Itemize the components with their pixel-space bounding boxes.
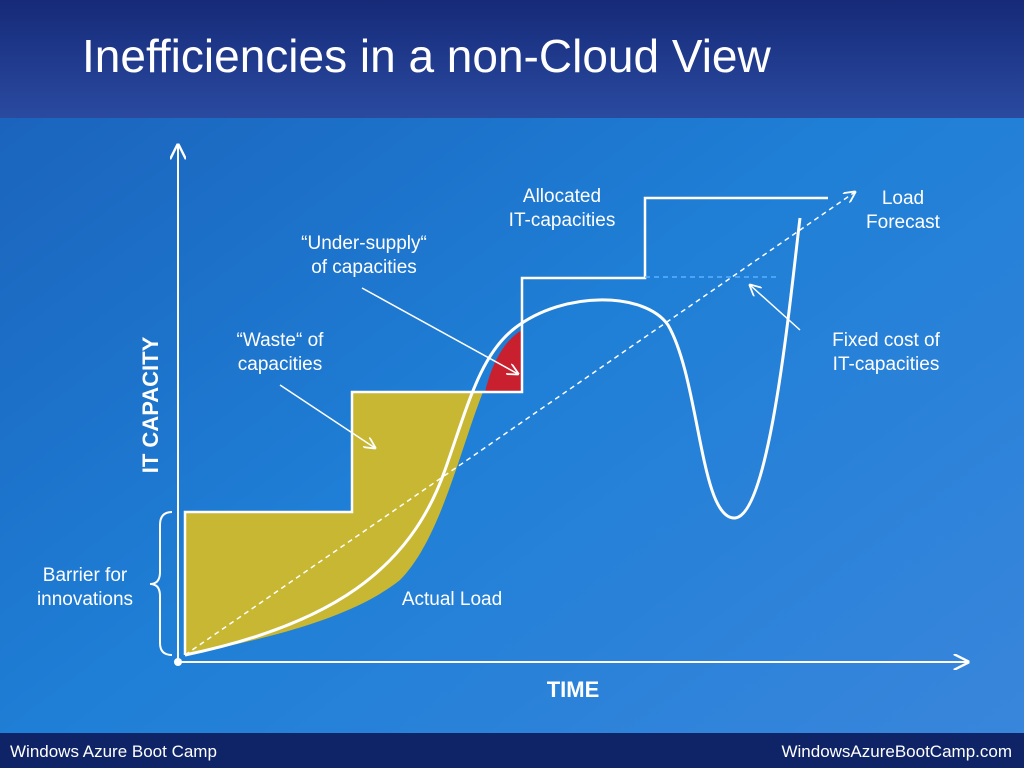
y-axis-label: IT CAPACITY — [138, 336, 163, 473]
annotation: “Under-supply“ — [301, 233, 427, 254]
pointer — [750, 285, 801, 331]
annotation: Allocated — [523, 186, 601, 207]
title: Inefficiencies in a non-Cloud View — [82, 30, 772, 82]
annotation: IT-capacities — [509, 210, 616, 231]
origin — [174, 658, 182, 666]
annotation: Barrier for — [43, 565, 128, 586]
brace — [149, 511, 173, 656]
annotation: “Waste“ of — [237, 330, 325, 351]
actual-load — [184, 217, 802, 657]
allocated-capacity — [183, 196, 828, 655]
waste-area — [185, 392, 483, 655]
annotation: Forecast — [866, 212, 941, 233]
title-bar — [0, 0, 1024, 118]
annotation: Actual Load — [402, 589, 502, 610]
annotation: Fixed cost of — [832, 330, 940, 351]
annotation: innovations — [37, 589, 133, 610]
annotation: IT-capacities — [833, 354, 940, 375]
annotation: capacities — [238, 354, 323, 375]
pointer — [279, 384, 375, 448]
annotation: Load — [882, 188, 924, 209]
under-supply-area — [485, 330, 522, 392]
load-forecast-line — [184, 192, 855, 656]
x-axis-label: TIME — [547, 677, 600, 702]
annotation: of capacities — [311, 257, 417, 278]
footer-right: WindowsAzureBootCamp.com — [781, 742, 1012, 761]
footer-left: Windows Azure Boot Camp — [10, 742, 217, 761]
pointer — [361, 287, 518, 374]
footer-bar — [0, 733, 1024, 768]
